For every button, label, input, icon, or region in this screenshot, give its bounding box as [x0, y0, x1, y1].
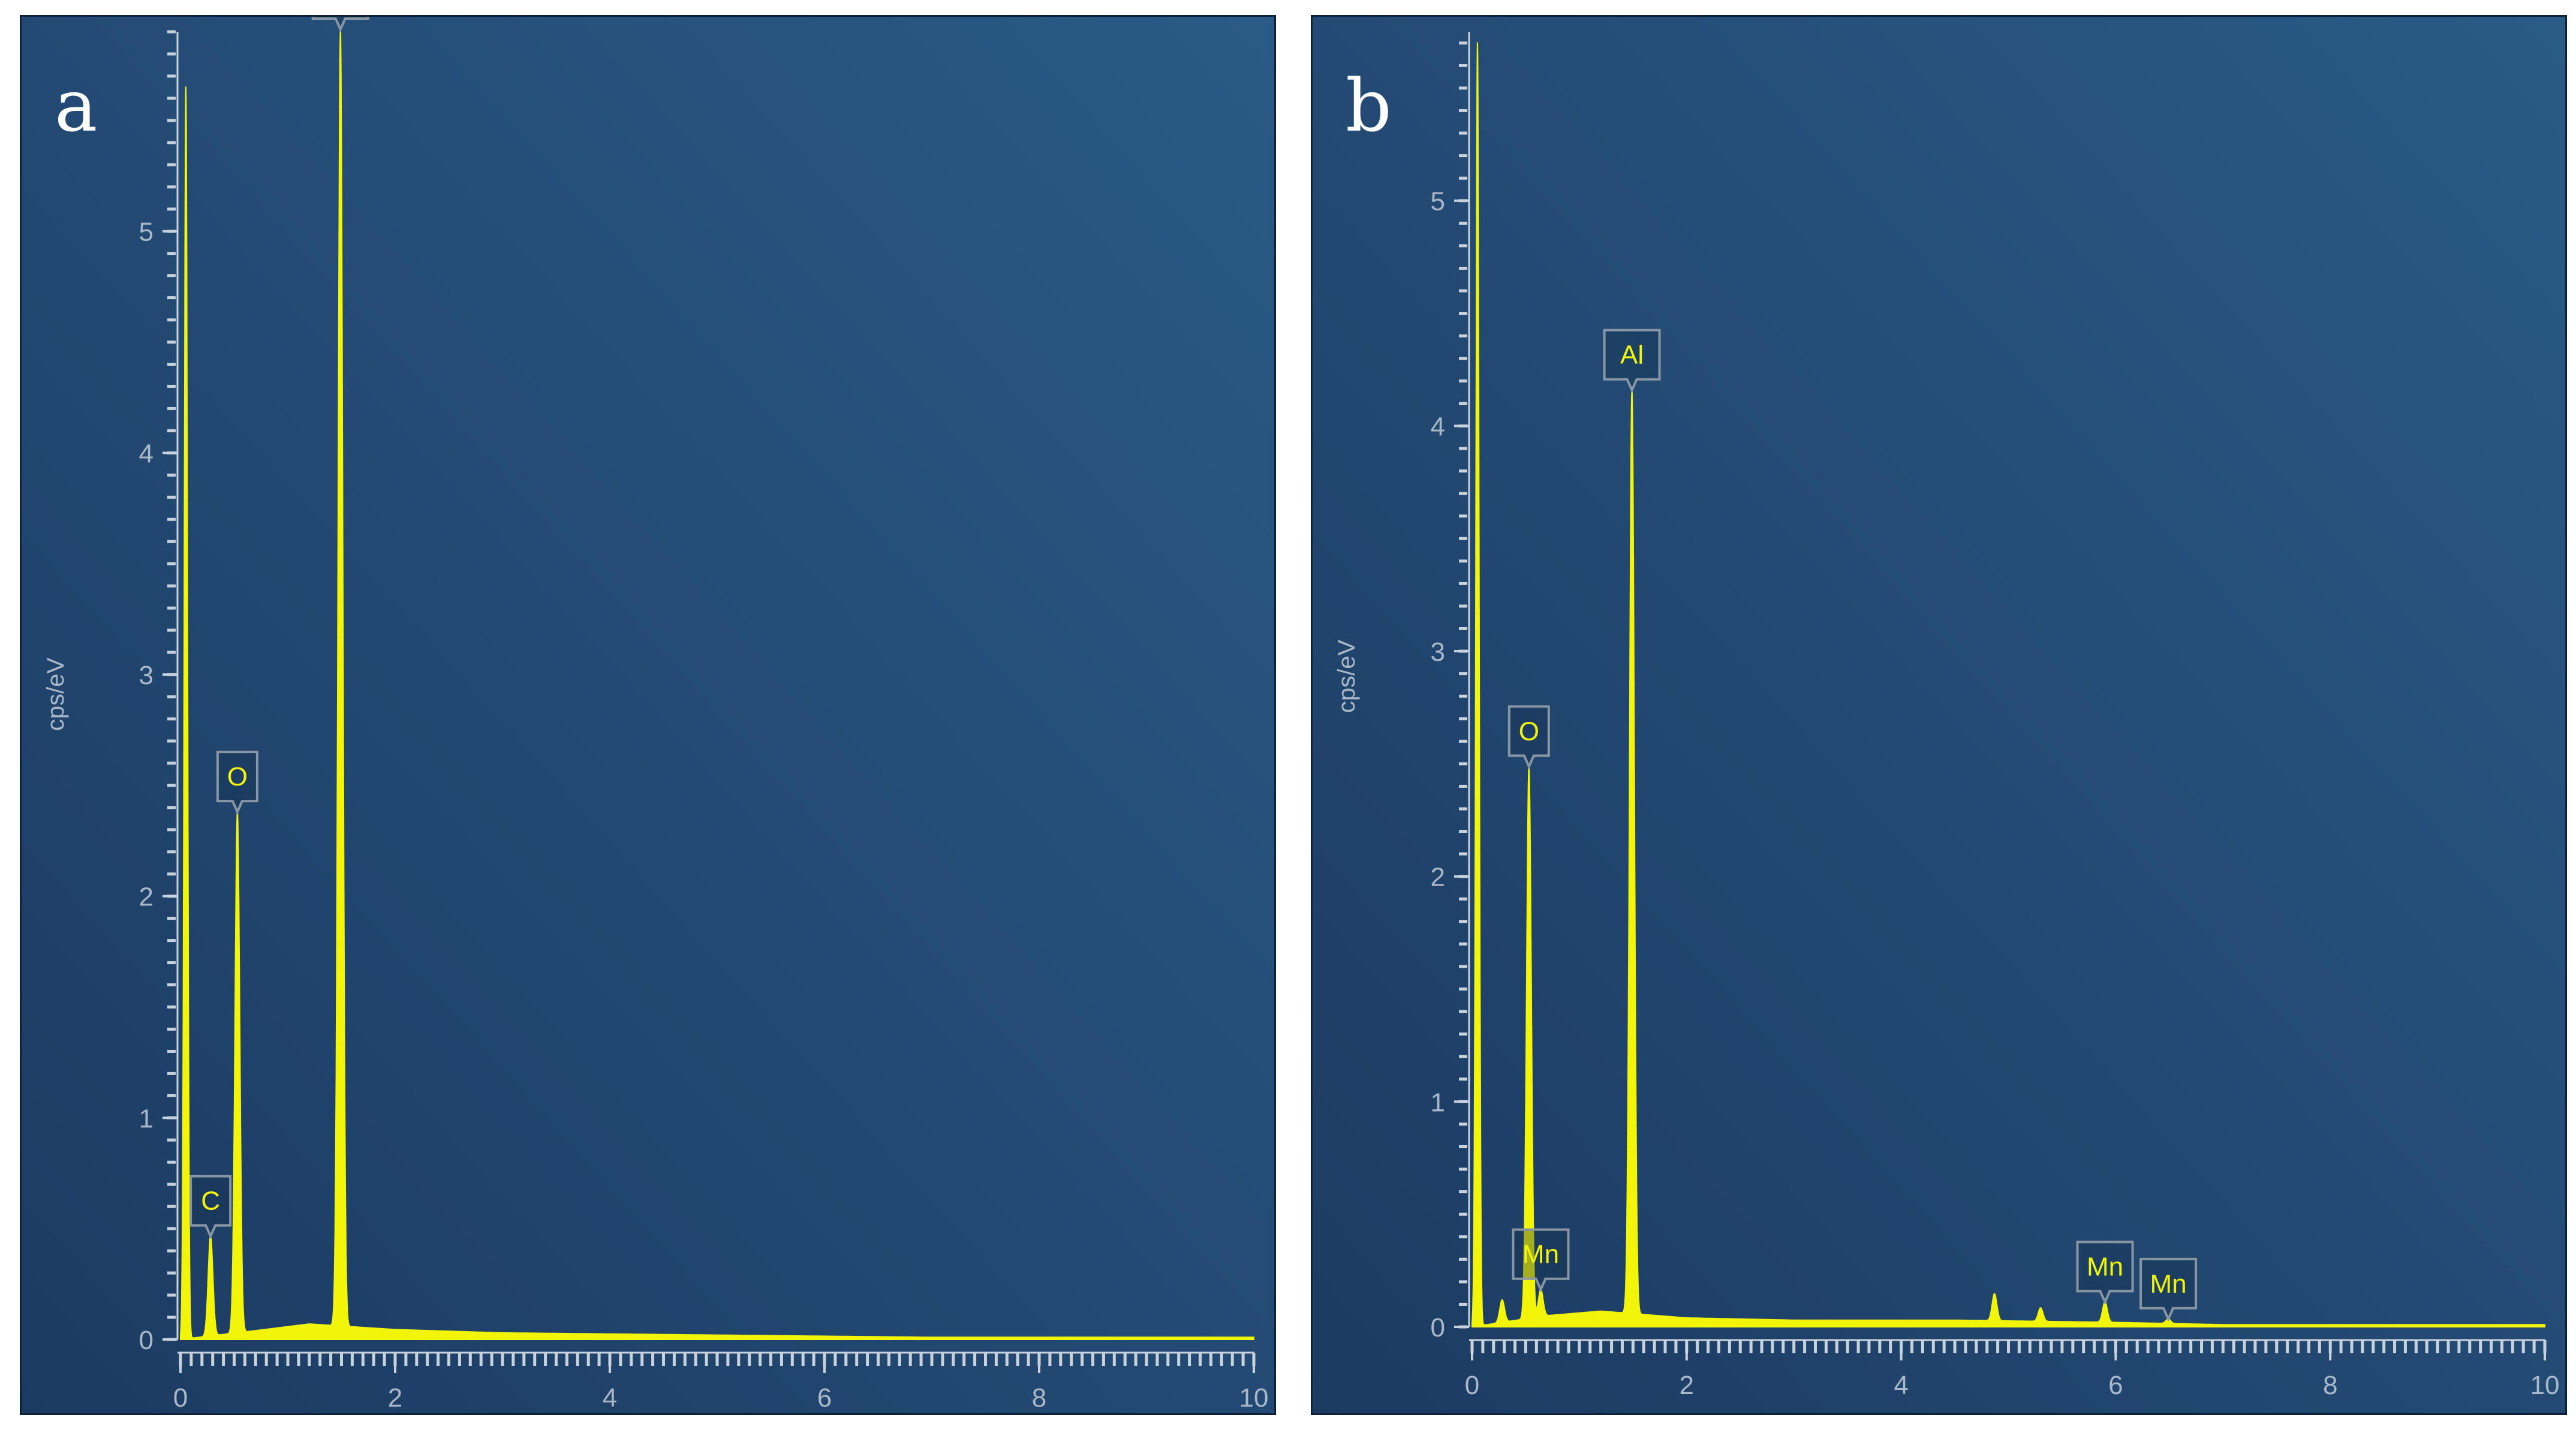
x-tick-label: 8	[1032, 1383, 1046, 1413]
y-tick-label: 2	[1431, 863, 1445, 892]
eds-spectrum-chart-b: b cps/eV 0 1 2 3 4 5 0 2 4 6 8 10 O Mn Al Mn Mn	[1313, 17, 2565, 1413]
y-tick-label: 3	[139, 661, 154, 690]
panel-letter: b	[1346, 65, 1392, 148]
peak-label-mn: Mn	[2139, 1257, 2198, 1322]
peak-label-text: O	[227, 762, 248, 791]
peak-label-text: O	[1519, 716, 1539, 746]
peak-label-o: O	[1507, 705, 1550, 770]
peak-label-box	[1507, 705, 1550, 770]
x-tick-label: 4	[1894, 1371, 1908, 1400]
x-tick-label: 2	[1680, 1371, 1694, 1400]
peak-label-text: C	[201, 1187, 220, 1216]
peak-label-box	[1603, 329, 1661, 393]
peak-label-o: O	[216, 751, 258, 815]
panel-letter: a	[55, 65, 98, 148]
y-axis-label: cps/eV	[1334, 640, 1360, 714]
y-tick-label: 2	[139, 883, 154, 912]
x-tick-label: 0	[1465, 1371, 1479, 1400]
eds-spectrum-panel-a: a cps/eV 0 1 2 3 4 5 0 2 4 6 8 10 C O Al	[20, 15, 1276, 1415]
y-tick-label: 0	[139, 1326, 154, 1355]
y-tick-label: 5	[139, 218, 154, 247]
x-tick-label: 10	[2530, 1371, 2560, 1400]
x-tick-label: 10	[1239, 1383, 1269, 1413]
peak-label-al: Al	[1603, 329, 1661, 393]
x-minor-ticks	[179, 1353, 1256, 1366]
peak-label-box	[2139, 1257, 2198, 1322]
y-minor-ticks	[167, 30, 176, 1341]
peak-label-box	[2076, 1241, 2134, 1305]
peak-label-box	[1512, 1228, 1570, 1293]
peak-label-text: Mn	[2087, 1252, 2123, 1281]
x-tick-label: 6	[2108, 1371, 2123, 1400]
spectrum-series	[180, 29, 1254, 1340]
x-tick-label: 8	[2323, 1371, 2337, 1400]
x-tick-label: 0	[173, 1383, 188, 1413]
plot-background	[1313, 17, 2565, 1413]
y-tick-label: 1	[139, 1104, 154, 1133]
x-tick-label: 6	[817, 1383, 832, 1413]
y-tick-label: 1	[1431, 1088, 1445, 1117]
peak-label-al: Al	[311, 17, 369, 32]
y-tick-label: 0	[1431, 1313, 1445, 1342]
peak-label-mn: Mn	[2076, 1241, 2134, 1305]
y-tick-label: 4	[1431, 412, 1445, 441]
peak-label-box	[311, 17, 369, 32]
eds-spectrum-panel-b: b cps/eV 0 1 2 3 4 5 0 2 4 6 8 10 O Mn Al Mn Mn	[1311, 15, 2567, 1415]
peak-label-text: Mn	[1522, 1240, 1559, 1269]
peak-label-mn: Mn	[1512, 1228, 1570, 1293]
x-tick-label: 4	[603, 1383, 617, 1413]
eds-spectrum-chart-a: a cps/eV 0 1 2 3 4 5 0 2 4 6 8 10 C O Al	[22, 17, 1274, 1413]
peak-label-box	[216, 751, 258, 815]
peak-label-box	[189, 1175, 232, 1239]
peak-label-c: C	[189, 1175, 232, 1239]
x-minor-ticks	[1470, 1340, 2547, 1353]
peak-label-text: Mn	[2150, 1269, 2186, 1299]
y-tick-label: 5	[1431, 187, 1445, 216]
y-tick-label: 3	[1431, 637, 1445, 667]
y-tick-label: 4	[139, 439, 154, 468]
peak-label-text: Al	[1620, 341, 1644, 370]
x-tick-label: 2	[388, 1383, 402, 1413]
spectrum-series	[1471, 42, 2545, 1327]
y-axis-label: cps/eV	[43, 658, 69, 731]
